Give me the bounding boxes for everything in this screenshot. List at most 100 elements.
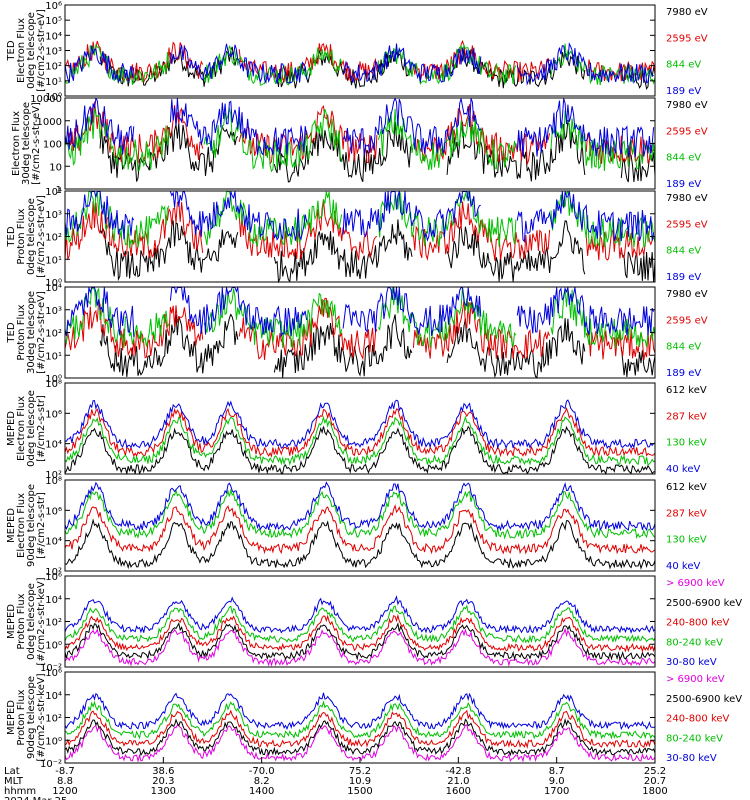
legend-entry: 2595 eV bbox=[666, 126, 708, 137]
legend-entry: > 6900 keV bbox=[666, 578, 725, 589]
legend-entry: 30-80 keV bbox=[666, 753, 717, 764]
panel-frame bbox=[64, 382, 656, 475]
legend-entry: 189 eV bbox=[666, 272, 701, 283]
y-axis-label: TED bbox=[6, 40, 17, 61]
y-tick-label: 10³ bbox=[45, 210, 62, 221]
x-tick-lat: -42.8 bbox=[445, 766, 471, 777]
series-line-8-4 bbox=[64, 700, 656, 740]
y-tick-label: 10² bbox=[45, 62, 62, 73]
panel-3: 10⁰ 10¹ 10² 10³ 10⁴ TED Proton Flux 0deg telesc… bbox=[6, 187, 708, 289]
y-axis-label: [#/cm2-s-str-eV] bbox=[36, 195, 47, 278]
legend-entry: 40 keV bbox=[666, 561, 700, 572]
y-tick-label: 10⁴ bbox=[45, 283, 62, 294]
legend-entry: 189 eV bbox=[666, 86, 701, 97]
series-line-3-4 bbox=[64, 190, 655, 243]
legend-entry: 2500-6900 keV bbox=[666, 598, 742, 609]
y-tick-label: 10⁴ bbox=[45, 187, 62, 198]
x-tick-hhmm: 1400 bbox=[249, 786, 274, 797]
legend-entry: 844 eV bbox=[666, 153, 701, 164]
x-tick-hhmm: 1700 bbox=[544, 786, 569, 797]
y-axis-label: 30deg telescope bbox=[21, 102, 32, 185]
x-tick-hhmm: 1800 bbox=[642, 786, 667, 797]
y-axis-label: Electron Flux bbox=[16, 18, 27, 83]
legend-entry: 189 eV bbox=[666, 368, 701, 379]
y-axis-label: Electron Flux bbox=[11, 111, 22, 176]
y-tick-label: 10² bbox=[45, 233, 62, 244]
legend-entry: 7980 eV bbox=[666, 193, 708, 204]
panel-frame bbox=[64, 575, 656, 668]
series-line-3-3 bbox=[64, 189, 656, 249]
x-tick-lat: 38.6 bbox=[152, 766, 174, 777]
legend-entry: 7980 eV bbox=[666, 7, 708, 18]
panel-6: 10² 10⁴ 10⁶ 10⁸ MEPED Electron Flux 90deg tele… bbox=[6, 476, 707, 578]
y-axis-label: Proton Flux bbox=[16, 689, 27, 745]
series-line-3-1 bbox=[99, 219, 656, 284]
x-tick-lat: -70.0 bbox=[249, 766, 275, 777]
y-tick-label: 10¹ bbox=[45, 255, 62, 266]
x-tick-mlt: 20.3 bbox=[152, 776, 174, 787]
legend-entry: 80-240 keV bbox=[666, 637, 723, 648]
y-tick-label: 10⁴ bbox=[45, 537, 62, 548]
series-line-5-2 bbox=[64, 406, 656, 458]
y-tick-label: 10² bbox=[45, 714, 62, 725]
y-tick-label: 10 bbox=[49, 162, 62, 173]
series-line-3-2 bbox=[64, 199, 656, 261]
legend-entry: 130 keV bbox=[666, 535, 707, 546]
series-line-4-3 bbox=[64, 286, 656, 349]
x-tick-hhmm: 1500 bbox=[347, 786, 372, 797]
x-tick-lat: 8.7 bbox=[549, 766, 565, 777]
x-tick-mlt: 8.8 bbox=[57, 776, 73, 787]
y-tick-label: 10⁴ bbox=[45, 595, 62, 606]
y-tick-label: 10² bbox=[45, 470, 62, 481]
series-line-4-1 bbox=[99, 313, 656, 379]
y-axis-label: [#/cm2-s-str-eV] bbox=[36, 291, 47, 374]
legend-entry: 2595 eV bbox=[666, 33, 708, 44]
x-tick-mlt: 9.0 bbox=[549, 776, 565, 787]
series-line-6-2 bbox=[64, 504, 656, 555]
x-tick-mlt: 10.9 bbox=[349, 776, 371, 787]
y-tick-label: 10⁰ bbox=[45, 736, 62, 747]
y-tick-label: 100 bbox=[43, 140, 62, 151]
legend-entry: 2595 eV bbox=[666, 315, 708, 326]
y-axis-label: Electron Flux bbox=[16, 396, 27, 461]
legend-entry: 844 eV bbox=[666, 246, 701, 257]
y-axis-label: Proton Flux bbox=[16, 304, 27, 360]
x-row-label: hhmm bbox=[4, 786, 36, 797]
y-axis-label: TED bbox=[6, 226, 17, 247]
y-tick-label: 10⁰ bbox=[45, 640, 62, 651]
y-axis-label: [#/cm2-s-str] bbox=[36, 492, 47, 559]
x-tick-mlt: 20.7 bbox=[644, 776, 666, 787]
legend-entry: 240-800 keV bbox=[666, 618, 730, 629]
legend-entry: 612 keV bbox=[666, 385, 707, 396]
series-line-8-5 bbox=[64, 692, 656, 731]
y-tick-label: 10⁰ bbox=[45, 374, 62, 385]
y-axis-label: Proton Flux bbox=[16, 593, 27, 649]
x-row-label: MLT bbox=[4, 776, 24, 787]
panel-2: 1 10 100 1000 10000 Electron Flux 30deg telesc… bbox=[11, 94, 708, 196]
series-line-4-2 bbox=[64, 297, 656, 361]
y-tick-label: 10² bbox=[45, 567, 62, 578]
y-axis-label: Proton Flux bbox=[16, 208, 27, 264]
y-tick-label: 10⁸ bbox=[45, 379, 62, 390]
y-axis-label: TED bbox=[6, 322, 17, 343]
legend-entry: 2595 eV bbox=[666, 219, 708, 230]
y-tick-label: 10⁶ bbox=[45, 572, 62, 583]
y-axis-label: 90deg telescope bbox=[26, 676, 37, 759]
x-row-label: Lat bbox=[4, 766, 20, 777]
panel-8: 10⁻² 10⁰ 10² 10⁴ 10⁶ MEPED Proton Flux 90deg te… bbox=[6, 668, 742, 770]
legend-entry: 30-80 keV bbox=[666, 657, 717, 668]
y-axis-label: 30deg telescope bbox=[26, 291, 37, 374]
legend-entry: 7980 eV bbox=[666, 289, 708, 300]
y-axis-label: [#/cm2-s-str-keV] bbox=[36, 673, 47, 761]
y-tick-label: 10⁻² bbox=[40, 663, 62, 674]
y-tick-label: 10⁶ bbox=[45, 506, 62, 517]
y-tick-label: 10⁶ bbox=[45, 668, 62, 679]
y-tick-label: 10⁰ bbox=[45, 92, 62, 103]
y-tick-label: 10⁴ bbox=[45, 440, 62, 451]
legend-entry: 189 eV bbox=[666, 179, 701, 190]
x-tick-hhmm: 1600 bbox=[446, 786, 471, 797]
x-tick-hhmm: 1300 bbox=[151, 786, 176, 797]
x-tick-lat: 25.2 bbox=[644, 766, 666, 777]
y-tick-label: 10⁴ bbox=[45, 691, 62, 702]
